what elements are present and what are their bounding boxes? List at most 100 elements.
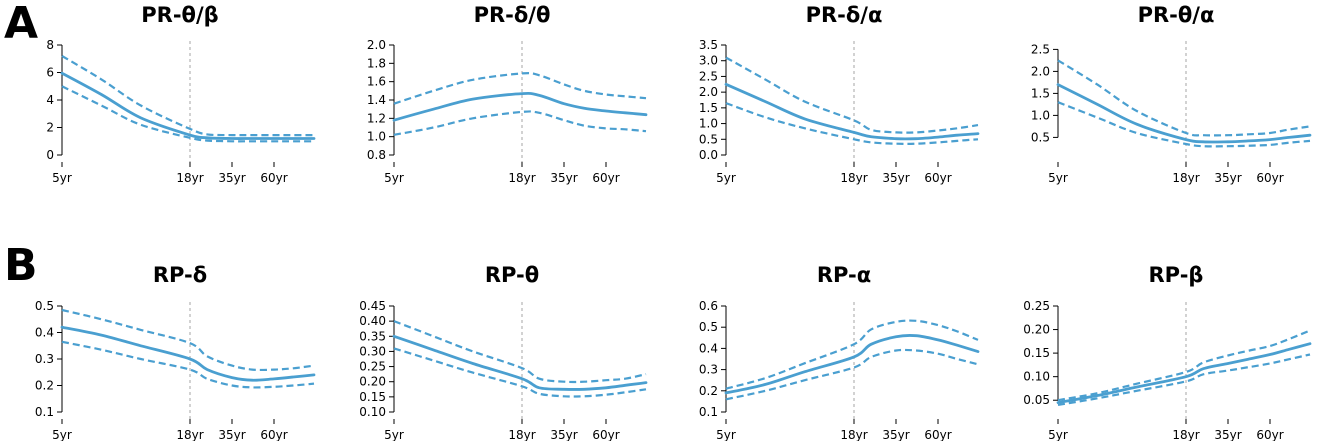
series-mean-line bbox=[724, 333, 980, 395]
y-tick-label: 0.15 bbox=[1023, 346, 1050, 360]
y-tick-label: 0.5 bbox=[699, 132, 718, 146]
x-tick-label: 18yr bbox=[1172, 428, 1199, 441]
x-tick-label: 18yr bbox=[508, 428, 535, 441]
x-tick-label: 5yr bbox=[716, 171, 736, 185]
x-tick-label: 60yr bbox=[592, 428, 619, 441]
x-tick-label: 35yr bbox=[550, 428, 577, 441]
y-tick-label: 2.5 bbox=[699, 69, 718, 83]
x-tick-label: 60yr bbox=[1256, 428, 1283, 441]
y-tick-label: 0.10 bbox=[1023, 370, 1050, 384]
x-tick-label: 18yr bbox=[840, 428, 867, 441]
y-tick-label: 0.15 bbox=[359, 390, 386, 404]
x-tick-label: 60yr bbox=[260, 428, 287, 441]
series-mean-line bbox=[1056, 342, 1312, 404]
y-tick-label: 0 bbox=[46, 148, 54, 162]
x-tick-label: 35yr bbox=[1214, 171, 1241, 185]
y-tick-label: 0.3 bbox=[35, 352, 54, 366]
x-tick-label: 5yr bbox=[384, 171, 404, 185]
y-tick-label: 0.6 bbox=[699, 299, 718, 313]
y-tick-label: 2.0 bbox=[1031, 64, 1050, 78]
x-tick-label: 35yr bbox=[218, 428, 245, 441]
y-tick-label: 1.6 bbox=[367, 75, 386, 89]
x-tick-label: 5yr bbox=[52, 428, 72, 441]
series-lower-line bbox=[725, 348, 979, 401]
chart-3: PR-δ/α 0.0 0.51.0 1.5 2.0 2.53.0 3.5 5yr 18yr 35y… bbox=[699, 3, 980, 185]
x-tick-label: 18yr bbox=[176, 428, 203, 441]
x-tick-label: 5yr bbox=[1048, 428, 1068, 441]
y-tick-label: 1.0 bbox=[367, 130, 386, 144]
y-tick-label: 1.5 bbox=[1031, 86, 1050, 100]
y-tick-label: 2.0 bbox=[699, 85, 718, 99]
y-tick-label: 3.5 bbox=[699, 38, 718, 52]
y-tick-label: 0.40 bbox=[359, 314, 386, 328]
series-mean-line bbox=[724, 82, 980, 141]
chart-5: RP-δ 0.1 0.2 0.3 0.4 0.5 5yr 18yr 35yr 60yr bbox=[35, 263, 316, 441]
y-tick-label: 1.0 bbox=[1031, 108, 1050, 122]
chart-title: PR-θ/β bbox=[141, 3, 218, 27]
series-mean-line bbox=[1056, 83, 1312, 144]
y-tick-label: 0.2 bbox=[35, 379, 54, 393]
chart-8: RP-β 0.05 0.10 0.15 0.20 0.25 5yr 18yr 35yr 60yr bbox=[1023, 263, 1312, 441]
y-tick-label: 0.0 bbox=[699, 148, 718, 162]
x-tick-label: 60yr bbox=[592, 171, 619, 185]
x-tick-label: 35yr bbox=[218, 171, 245, 185]
y-tick-label: 8 bbox=[46, 38, 54, 52]
series-upper-line bbox=[393, 72, 647, 105]
y-tick-label: 0.20 bbox=[1023, 323, 1050, 337]
chart-4: PR-θ/α 0.5 1.0 1.5 2.0 2.5 5yr 18yr 35yr 60yr bbox=[1031, 3, 1312, 185]
chart-7: RP-α 0.1 0.2 0.3 0.4 0.5 0.6 5yr 18yr 35yr 60yr bbox=[699, 263, 980, 441]
x-tick-label: 60yr bbox=[924, 171, 951, 185]
y-tick-label: 0.5 bbox=[699, 320, 718, 334]
x-tick-label: 35yr bbox=[882, 428, 909, 441]
y-tick-label: 0.2 bbox=[699, 384, 718, 398]
series-upper-line bbox=[725, 319, 979, 390]
y-tick-label: 0.25 bbox=[1023, 299, 1050, 313]
chart-6: RP-θ 0.100.150.200.25 0.300.350.400.45 5yr 1… bbox=[359, 263, 648, 441]
x-tick-label: 60yr bbox=[1256, 171, 1283, 185]
y-tick-label: 0.5 bbox=[1031, 130, 1050, 144]
y-tick-label: 2.0 bbox=[367, 38, 386, 52]
x-tick-label: 18yr bbox=[840, 171, 867, 185]
y-tick-label: 0.20 bbox=[359, 375, 386, 389]
y-tick-label: 0.30 bbox=[359, 344, 386, 358]
series-mean-line bbox=[392, 91, 648, 122]
y-tick-label: 0.1 bbox=[35, 405, 54, 419]
x-tick-label: 60yr bbox=[924, 428, 951, 441]
y-tick-label: 0.05 bbox=[1023, 393, 1050, 407]
series-lower-line bbox=[725, 102, 979, 145]
x-tick-label: 5yr bbox=[1048, 171, 1068, 185]
panel-label-b: B bbox=[4, 240, 38, 291]
x-tick-label: 18yr bbox=[508, 171, 535, 185]
chart-title: PR-θ/α bbox=[1138, 3, 1215, 27]
series-upper-line bbox=[725, 56, 979, 134]
y-tick-label: 1.8 bbox=[367, 56, 386, 70]
y-tick-label: 1.2 bbox=[367, 111, 386, 125]
x-tick-label: 5yr bbox=[52, 171, 72, 185]
chart-2: PR-δ/θ 0.8 1.0 1.2 1.4 1.6 1.8 2.0 5yr 18yr 35yr 60… bbox=[367, 3, 648, 185]
x-tick-label: 18yr bbox=[1172, 171, 1199, 185]
chart-title: RP-α bbox=[817, 263, 871, 287]
series-lower-line bbox=[393, 110, 647, 136]
x-tick-label: 5yr bbox=[384, 428, 404, 441]
y-tick-label: 1.0 bbox=[699, 117, 718, 131]
y-tick-label: 2.5 bbox=[1031, 42, 1050, 56]
y-tick-label: 0.35 bbox=[359, 329, 386, 343]
series-lower-line bbox=[393, 347, 647, 398]
y-tick-label: 0.5 bbox=[35, 299, 54, 313]
y-tick-label: 0.1 bbox=[699, 405, 718, 419]
charts-container: PR-θ/β 0 2 4 6 8 5yr 18yr 35yr 60yr PR-δ/θ 0.8 1.0 1.… bbox=[35, 3, 1312, 441]
y-tick-label: 0.3 bbox=[699, 363, 718, 377]
y-tick-label: 0.45 bbox=[359, 299, 386, 313]
y-tick-label: 0.25 bbox=[359, 360, 386, 374]
x-tick-label: 35yr bbox=[882, 171, 909, 185]
y-tick-label: 3.0 bbox=[699, 54, 718, 68]
series-upper-line bbox=[61, 55, 314, 137]
chart-title: RP-β bbox=[1149, 263, 1204, 287]
y-tick-label: 1.4 bbox=[367, 93, 386, 107]
chart-title: RP-θ bbox=[485, 263, 539, 287]
chart-1: PR-θ/β 0 2 4 6 8 5yr 18yr 35yr 60yr bbox=[46, 3, 316, 185]
series-upper-line bbox=[61, 308, 315, 372]
series-upper-line bbox=[393, 320, 647, 384]
panel-label-a: A bbox=[4, 0, 38, 49]
